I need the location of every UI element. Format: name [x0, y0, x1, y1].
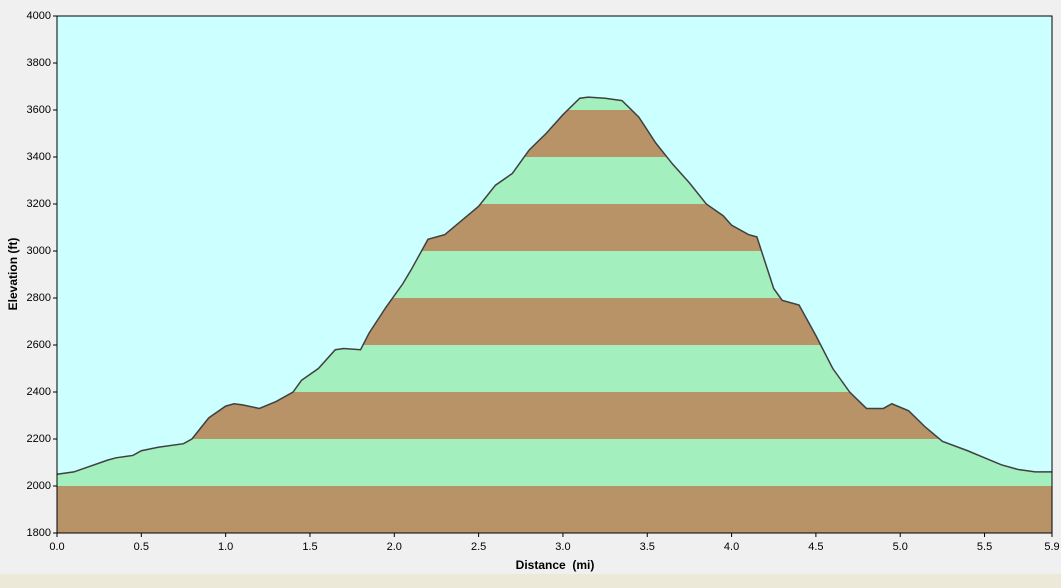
x-tick-label: 2.5 — [471, 541, 486, 553]
x-tick-label: 5.0 — [893, 541, 908, 553]
y-tick-label: 3400 — [27, 151, 51, 163]
y-tick-label: 2200 — [27, 433, 51, 445]
x-tick-label: 4.5 — [808, 541, 823, 553]
y-tick-label: 3800 — [27, 57, 51, 69]
x-tick-label: 5.9 — [1044, 541, 1059, 553]
x-tick-label: 0.0 — [49, 541, 64, 553]
elevation-band — [57, 486, 1052, 533]
elevation-band — [57, 439, 1052, 486]
y-tick-label: 3000 — [27, 245, 51, 257]
x-tick-label: 4.0 — [724, 541, 739, 553]
x-axis-label: Distance (mi) — [516, 558, 595, 572]
elevation-line — [56, 96, 1052, 475]
x-tick-label: 2.0 — [387, 541, 402, 553]
y-tick-label: 2000 — [27, 480, 51, 492]
y-tick-label: 3200 — [27, 198, 51, 210]
y-axis-label: Elevation (ft) — [6, 238, 20, 311]
x-tick-label: 0.5 — [134, 541, 149, 553]
x-tick-label: 5.5 — [977, 541, 992, 553]
y-tick-label: 1800 — [27, 527, 51, 539]
y-tick-label: 2600 — [27, 339, 51, 351]
x-tick-label: 3.0 — [555, 541, 570, 553]
x-tick-label: 3.5 — [640, 541, 655, 553]
y-tick-label: 2400 — [27, 386, 51, 398]
x-tick-label: 1.5 — [302, 541, 317, 553]
x-tick-label: 1.0 — [218, 541, 233, 553]
y-tick-label: 4000 — [27, 10, 51, 22]
y-tick-label: 2800 — [27, 292, 51, 304]
status-strip — [0, 574, 1061, 588]
plot-border — [56, 15, 1053, 534]
y-tick-label: 3600 — [27, 104, 51, 116]
